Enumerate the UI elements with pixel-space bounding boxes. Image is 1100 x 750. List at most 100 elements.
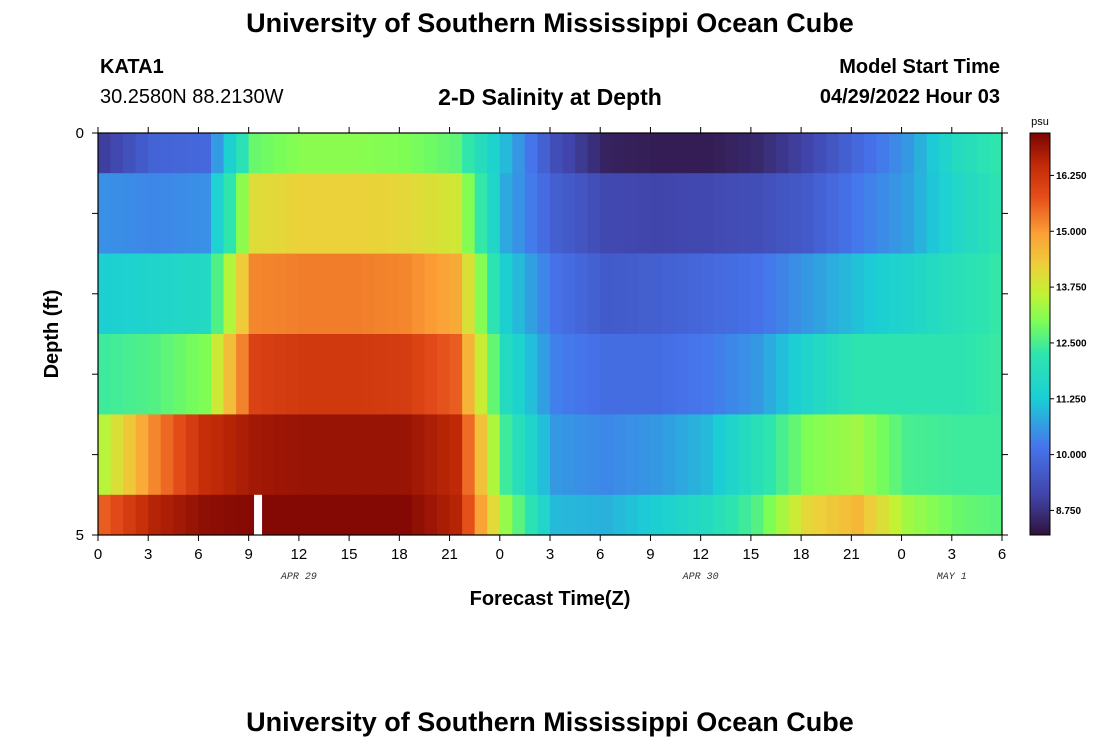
heatmap-cell xyxy=(286,253,300,335)
heatmap-cell xyxy=(160,253,174,335)
heatmap-cell xyxy=(625,334,639,415)
x-tick-label: 0 xyxy=(496,546,504,563)
heatmap-cell xyxy=(688,494,702,536)
heatmap-cell xyxy=(361,494,375,536)
heatmap-cell xyxy=(901,253,915,335)
heatmap-cell xyxy=(248,133,262,174)
heatmap-cell xyxy=(173,133,187,174)
heatmap-cell xyxy=(976,133,991,174)
heatmap-cell xyxy=(575,414,589,496)
x-tick-label: 15 xyxy=(341,546,358,563)
heatmap-cell xyxy=(324,334,338,415)
heatmap-cell xyxy=(851,253,865,335)
heatmap-cell xyxy=(750,133,765,174)
heatmap-cell xyxy=(575,494,589,536)
heatmap-cell xyxy=(311,494,325,536)
heatmap-cell xyxy=(474,334,488,415)
heatmap-cell xyxy=(801,253,815,335)
heatmap-cell xyxy=(349,133,363,174)
heatmap-cell xyxy=(537,253,551,335)
footer-title: University of Southern Mississippi Ocean… xyxy=(246,707,854,737)
page-title: University of Southern Mississippi Ocean… xyxy=(246,8,854,38)
heatmap-cell xyxy=(838,334,852,415)
colorbar-tick-label: 12.500 xyxy=(1056,338,1087,349)
heatmap-cell xyxy=(449,334,463,415)
heatmap-cell xyxy=(738,253,752,335)
heatmap-cell xyxy=(160,133,174,174)
heatmap-cells xyxy=(98,133,1003,536)
heatmap-cell xyxy=(223,173,237,254)
heatmap-cell xyxy=(951,494,965,536)
heatmap-cell xyxy=(462,173,476,254)
heatmap-cell xyxy=(273,133,287,174)
heatmap-cell xyxy=(324,253,338,335)
heatmap-cell xyxy=(964,414,978,496)
heatmap-cell xyxy=(185,414,200,496)
heatmap-cell xyxy=(236,173,250,254)
heatmap-cell xyxy=(801,494,815,536)
heatmap-cell xyxy=(499,414,513,496)
heatmap-cell xyxy=(889,173,903,254)
heatmap-cell xyxy=(537,414,551,496)
heatmap-cell xyxy=(901,133,915,174)
heatmap-cell xyxy=(236,253,250,335)
heatmap-cell xyxy=(976,414,991,496)
colorbar-ticks: 16.250 15.000 13.750 12.500 11.250 10.000 8.75… xyxy=(1050,171,1087,517)
heatmap-cell xyxy=(750,334,765,415)
heatmap-cell xyxy=(700,133,714,174)
heatmap-cell xyxy=(185,334,200,415)
heatmap-cell xyxy=(750,414,765,496)
heatmap-cell xyxy=(663,253,677,335)
colorbar xyxy=(1029,132,1051,536)
y-axis-label: Depth (ft) xyxy=(41,290,63,379)
heatmap-cell xyxy=(211,253,225,335)
heatmap-cell xyxy=(449,494,463,536)
heatmap-cell xyxy=(713,334,727,415)
heatmap-cell xyxy=(989,173,1003,254)
heatmap-cell xyxy=(600,334,614,415)
heatmap-cell xyxy=(939,494,953,536)
heatmap-cell xyxy=(725,173,739,254)
x-tick-label: 18 xyxy=(793,546,810,563)
heatmap-cell xyxy=(537,173,551,254)
heatmap-cell xyxy=(964,173,978,254)
heatmap-cell xyxy=(776,133,790,174)
heatmap-cell xyxy=(637,494,652,536)
heatmap-cell xyxy=(386,253,400,335)
heatmap-cell xyxy=(298,173,313,254)
heatmap-cell xyxy=(524,414,539,496)
heatmap-cell xyxy=(675,253,689,335)
heatmap-cell xyxy=(123,414,137,496)
heatmap-cell xyxy=(650,494,664,536)
heatmap-cell xyxy=(261,173,275,254)
heatmap-cell xyxy=(939,173,953,254)
heatmap-cell xyxy=(863,414,878,496)
heatmap-cell xyxy=(336,133,350,174)
colorbar-unit: psu xyxy=(1031,116,1049,128)
heatmap-cell xyxy=(273,173,287,254)
heatmap-cell xyxy=(763,414,777,496)
x-tick-label: 3 xyxy=(546,546,554,563)
heatmap-cell xyxy=(562,253,576,335)
x-tick-label: 12 xyxy=(692,546,709,563)
heatmap-cell xyxy=(851,494,865,536)
heatmap-cell xyxy=(675,414,689,496)
station-coordinates: 30.2580N 88.2130W xyxy=(100,86,284,108)
heatmap-cell xyxy=(688,173,702,254)
heatmap-cell xyxy=(349,414,363,496)
heatmap-cell xyxy=(763,334,777,415)
heatmap-cell xyxy=(763,173,777,254)
x-date-label: APR 29 xyxy=(280,572,317,583)
heatmap-cell xyxy=(776,173,790,254)
heatmap-cell xyxy=(211,494,225,536)
heatmap-cell xyxy=(612,414,626,496)
heatmap-cell xyxy=(688,334,702,415)
heatmap-cell xyxy=(738,334,752,415)
heatmap-cell xyxy=(424,494,438,536)
heatmap-cell xyxy=(374,253,388,335)
heatmap-cell xyxy=(776,253,790,335)
heatmap-cell xyxy=(663,494,677,536)
heatmap-cell xyxy=(311,334,325,415)
heatmap-cell xyxy=(437,334,451,415)
